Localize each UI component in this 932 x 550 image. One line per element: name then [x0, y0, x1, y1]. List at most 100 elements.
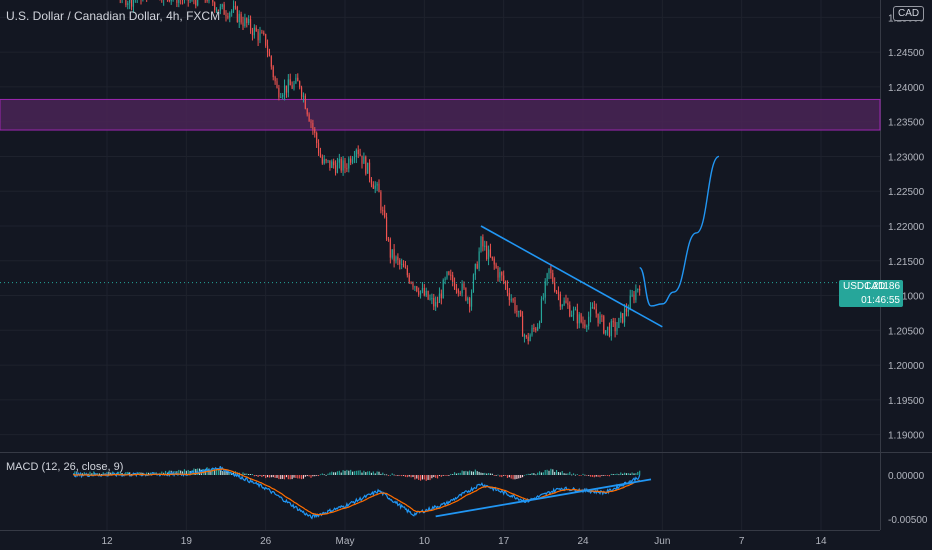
candle-body: [130, 0, 133, 7]
macd-histogram-bar: [370, 472, 373, 475]
macd-histogram-bar: [146, 472, 148, 475]
candle-body: [333, 161, 335, 166]
macd-histogram-bar: [622, 473, 624, 475]
macd-histogram-bar: [291, 475, 293, 480]
candle-body: [372, 184, 374, 189]
candle-body: [285, 85, 288, 93]
macd-histogram-bar: [627, 473, 629, 475]
candle-body: [497, 267, 499, 278]
signal-line: [72, 468, 641, 516]
macd-histogram-bar: [147, 472, 150, 475]
candle-body: [259, 32, 261, 41]
macd-histogram-bar: [253, 475, 255, 477]
macd-histogram-bar: [195, 468, 197, 475]
macd-histogram-bar: [74, 471, 76, 475]
macd-histogram-bar: [540, 472, 543, 475]
candle-body: [555, 291, 558, 293]
macd-histogram-bar: [563, 473, 565, 475]
macd-histogram-bar: [215, 469, 218, 475]
macd-histogram-bar: [374, 473, 376, 475]
candle-body: [249, 19, 252, 31]
macd-histogram-bar: [334, 472, 337, 475]
candle-body: [168, 0, 170, 2]
candle-body: [578, 314, 580, 324]
candle-body: [554, 282, 556, 292]
candle-body: [387, 239, 390, 241]
candle-body: [565, 300, 567, 303]
macd-histogram-bar: [438, 475, 441, 476]
candle-body: [576, 309, 578, 324]
macd-histogram-bar: [625, 473, 628, 475]
macd-histogram-bar: [459, 472, 461, 475]
macd-histogram-bar: [499, 475, 501, 477]
candle-body: [599, 315, 601, 323]
macd-histogram-bar: [325, 474, 327, 476]
candle-body: [459, 292, 461, 294]
candle-body: [255, 27, 257, 32]
macd-histogram-bar: [242, 472, 244, 475]
macd-histogram-bar: [395, 475, 397, 476]
macd-histogram-bar: [450, 473, 452, 475]
macd-histogram-bar: [410, 475, 412, 478]
candle-body: [516, 310, 518, 313]
macd-histogram-bar: [319, 474, 322, 476]
macd-histogram-bar: [478, 471, 480, 475]
candle-body: [293, 83, 295, 89]
candle-body: [312, 123, 314, 130]
candle-body: [240, 13, 242, 23]
macd-histogram-bar: [274, 475, 276, 478]
macd-histogram-bar: [512, 475, 514, 480]
candle-body: [444, 278, 446, 281]
candle-body: [404, 267, 407, 269]
candle-body: [593, 307, 595, 310]
candle-body: [421, 288, 424, 291]
macd-histogram-bar: [603, 475, 605, 476]
price-axis-label: 1.20500: [888, 326, 925, 337]
candle-body: [266, 45, 269, 53]
macd-histogram-bar: [550, 468, 552, 475]
macd-histogram-bar: [346, 469, 348, 475]
macd-histogram-bar: [119, 471, 121, 475]
candle-body: [348, 158, 350, 169]
candle-body: [486, 245, 488, 260]
price-axis-label: 1.19500: [888, 396, 925, 407]
candle-body: [548, 268, 550, 274]
candle-body: [582, 321, 584, 325]
macd-histogram-bar: [421, 475, 424, 480]
candle-body: [436, 302, 439, 304]
macd-histogram-bar: [87, 473, 89, 475]
candle-body: [589, 307, 592, 317]
candle-body: [461, 283, 463, 294]
candle-body: [297, 77, 299, 82]
candle-body: [206, 0, 208, 1]
candle-body: [244, 18, 246, 27]
candle-body: [208, 0, 210, 1]
candle-body: [474, 263, 476, 275]
candle-body: [610, 321, 612, 337]
candle-body: [253, 27, 255, 36]
macd-histogram-bar: [491, 473, 493, 475]
macd-histogram-bar: [270, 475, 272, 478]
macd-histogram-bar: [465, 470, 467, 475]
macd-histogram-bar: [340, 472, 342, 475]
macd-histogram-bar: [469, 470, 471, 475]
macd-histogram-bar: [606, 475, 609, 476]
macd-histogram-bar: [537, 472, 539, 475]
candle-body: [588, 316, 590, 327]
macd-histogram-bar: [514, 475, 516, 480]
macd-histogram-bar: [249, 474, 252, 475]
macd-histogram-bar: [495, 475, 497, 476]
candle-body: [639, 288, 641, 291]
macd-histogram-bar: [578, 475, 580, 476]
macd-histogram-bar: [633, 473, 635, 475]
macd-histogram-bar: [489, 473, 492, 475]
chart-title: U.S. Dollar / Canadian Dollar, 4h, FXCM: [6, 9, 221, 23]
macd-histogram-bar: [593, 475, 595, 478]
currency-badge[interactable]: CAD: [893, 6, 925, 21]
candle-body: [397, 256, 399, 260]
candle-body: [440, 293, 442, 299]
macd-histogram-bar: [535, 474, 537, 476]
macd-histogram-bar: [431, 475, 433, 479]
macd-histogram-bar: [529, 473, 531, 475]
